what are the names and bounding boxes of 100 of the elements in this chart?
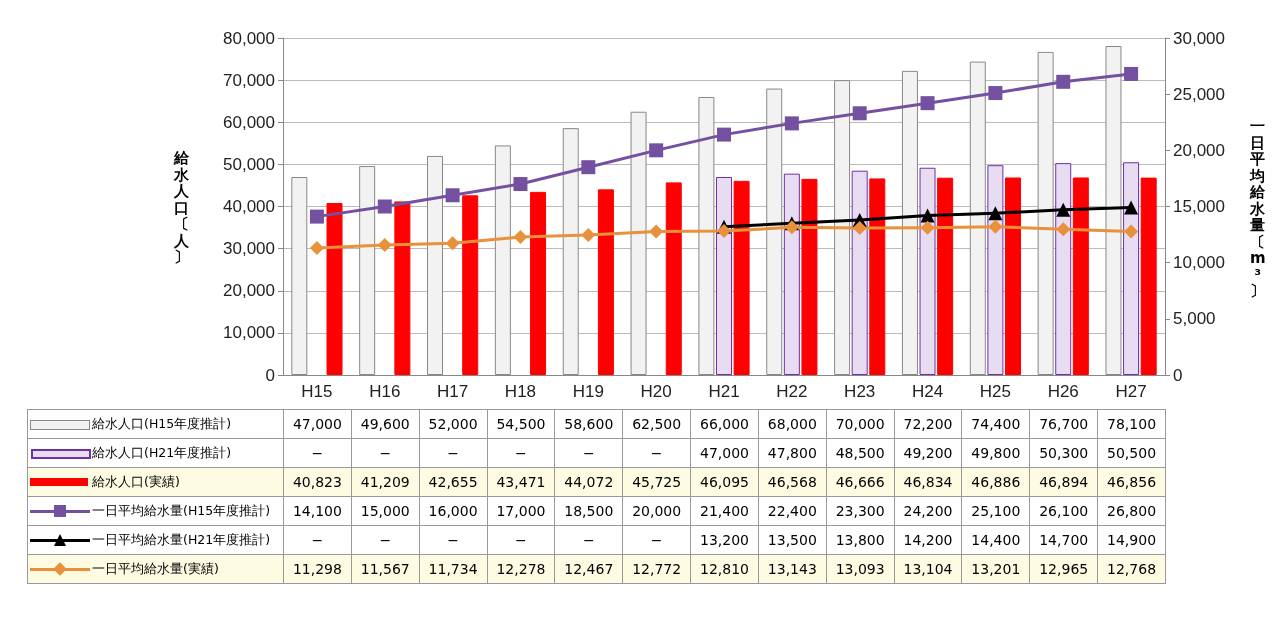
data-label: 46,095 (690, 467, 759, 497)
point (377, 238, 392, 253)
bar (462, 195, 479, 375)
bar (783, 173, 800, 375)
point (1124, 66, 1139, 81)
data-label: 66,000 (690, 409, 759, 439)
point (377, 199, 392, 214)
data-label: 54,500 (487, 409, 555, 439)
data-label: 40,823 (283, 467, 352, 497)
bar (869, 178, 886, 375)
data-label: 49,800 (961, 438, 1030, 468)
data-label: 47,000 (690, 438, 759, 468)
point (581, 227, 596, 242)
y-tick-label: 30,000 (223, 239, 275, 259)
data-label: 26,100 (1029, 496, 1098, 526)
data-label: 26,800 (1097, 496, 1166, 526)
data-label: 13,201 (961, 554, 1030, 584)
data-label: 13,143 (758, 554, 827, 584)
y2-tick-label: 15,000 (1173, 197, 1225, 216)
data-label: 44,072 (554, 467, 623, 497)
data-label: 13,104 (894, 554, 962, 584)
data-label: 17,000 (487, 496, 555, 526)
data-label: 62,500 (622, 409, 691, 439)
data-label: 74,400 (961, 409, 1030, 439)
y2-tick-label: 20,000 (1173, 140, 1225, 160)
data-label: 12,768 (1097, 554, 1166, 584)
point (1056, 222, 1071, 237)
data-label: 78,100 (1097, 409, 1166, 439)
bar (801, 178, 818, 375)
data-label: 14,100 (283, 496, 352, 526)
point (784, 220, 799, 235)
bar (394, 201, 411, 375)
y-tick-label: 40,000 (223, 197, 275, 216)
data-label: 50,300 (1029, 438, 1098, 468)
point (717, 127, 731, 142)
data-label: 22,400 (758, 496, 827, 526)
data-label: 50,500 (1097, 438, 1166, 468)
data-label: 49,600 (351, 409, 420, 439)
text: − (515, 532, 527, 548)
data-label: 11,298 (283, 554, 352, 584)
data-label: 49,200 (894, 438, 962, 468)
point (988, 219, 1003, 234)
point (445, 236, 460, 251)
data-label: 13,800 (826, 525, 895, 555)
bar (716, 177, 732, 375)
point (988, 206, 1003, 221)
y2-tick-label: 10,000 (1173, 253, 1225, 273)
data-label: 23,300 (826, 496, 895, 526)
data-label: 11,567 (351, 554, 420, 584)
point (920, 220, 935, 235)
data-label: 14,700 (1029, 525, 1098, 555)
data-label: 12,278 (487, 554, 555, 584)
x-tick-label: H26 (1047, 382, 1079, 401)
data-label: 24,200 (894, 496, 962, 526)
bar (597, 189, 614, 375)
data-label: 45,725 (622, 467, 691, 497)
bar (851, 170, 868, 375)
x-tick-label: H24 (911, 382, 944, 401)
y-tick-label: 10,000 (223, 323, 275, 343)
point (920, 96, 935, 111)
data-label: 52,000 (419, 409, 488, 439)
data-label: 14,900 (1097, 525, 1166, 555)
bar (665, 182, 682, 375)
data-label: 12,965 (1029, 554, 1098, 584)
x-tick-label: H19 (572, 382, 604, 401)
point (717, 224, 731, 239)
x-tick-label: H22 (776, 382, 808, 401)
x-tick-label: H16 (369, 382, 401, 401)
data-label: 11,734 (419, 554, 488, 584)
data-label: 43,471 (487, 467, 555, 497)
legend-label: 給水人口(H15年度推計) (92, 415, 232, 431)
bar (733, 180, 750, 375)
bar (326, 203, 343, 375)
bar (1072, 177, 1089, 375)
data-label: 48,500 (826, 438, 895, 468)
data-label: 25,100 (961, 496, 1030, 526)
text: − (447, 532, 459, 548)
point (513, 230, 528, 245)
legend-label: 一日平均給水量(H21年度推計) (92, 531, 271, 547)
point (649, 224, 664, 239)
bar (937, 177, 954, 375)
legend-label: 一日平均給水量(H15年度推計) (92, 502, 271, 518)
data-label: 47,000 (283, 409, 352, 439)
data-label: 46,856 (1097, 467, 1166, 497)
legend-label: 給水人口(H21年度推計) (92, 444, 232, 460)
data-label: 46,568 (758, 467, 827, 497)
data-label: 46,834 (894, 467, 962, 497)
data-label: 13,500 (758, 525, 827, 555)
point (1056, 74, 1071, 89)
point (309, 209, 324, 224)
point (852, 106, 867, 121)
point (309, 241, 324, 256)
data-label: 70,000 (826, 409, 895, 439)
bar (1055, 163, 1072, 375)
y-axis-title: 給水人口〔人〕 (174, 149, 189, 266)
data-label: 12,467 (554, 554, 623, 584)
point (649, 143, 664, 158)
data-label: 46,894 (1029, 467, 1098, 497)
text: − (311, 532, 324, 548)
y2-tick-label: 25,000 (1173, 84, 1225, 104)
